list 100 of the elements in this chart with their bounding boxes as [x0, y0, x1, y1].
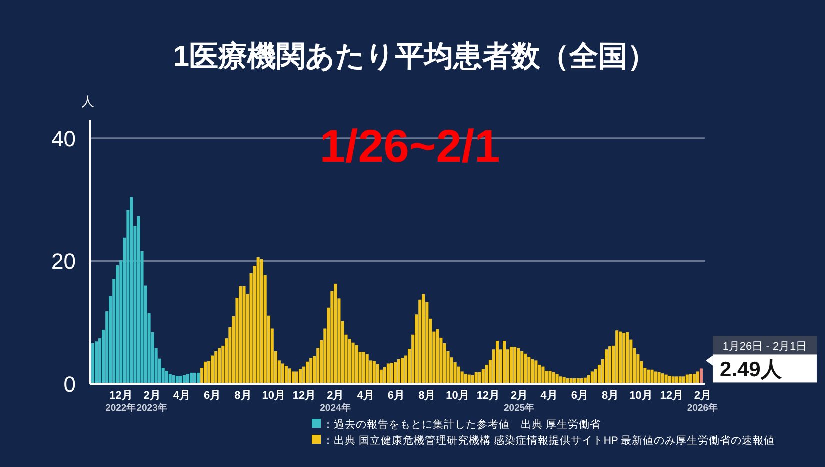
bar [168, 374, 172, 384]
x-tick-label: 10月 [630, 390, 653, 402]
bar [310, 358, 313, 384]
x-tick-label: 4月 [357, 390, 374, 402]
bar [288, 368, 292, 384]
bar [186, 374, 190, 384]
x-tick-label: 10月 [446, 390, 470, 402]
bar [194, 372, 197, 384]
bar [594, 369, 598, 384]
x-tick-label: 8月 [234, 390, 252, 402]
bar [137, 216, 140, 384]
bar [482, 369, 485, 384]
bar [372, 361, 376, 384]
legend-label: ：過去の報告をもとに集計した参考値 出典 厚生労働省 [323, 418, 601, 431]
bar [306, 362, 310, 384]
bar [214, 351, 218, 384]
x-tick-label: 12月 [660, 390, 684, 402]
bar [394, 362, 397, 384]
bar [334, 284, 338, 384]
annotation: 2.49人 [720, 358, 783, 382]
bar [650, 370, 654, 384]
bar [661, 374, 664, 384]
bar [383, 367, 386, 384]
legend-label: ：出典 国立健康危機管理研究機構 感染症情報提供サイトHP 最新値のみ厚生労働省の速報値 [323, 434, 776, 447]
bar [616, 330, 619, 384]
y-axis-title: 人 [82, 94, 94, 109]
bar [647, 370, 650, 384]
x-tick-label: 10月 [262, 390, 286, 402]
bar [218, 348, 222, 384]
bar [190, 372, 194, 384]
bar [436, 329, 440, 384]
bar [528, 356, 531, 384]
bar [520, 351, 524, 384]
bar [355, 345, 358, 384]
bar [92, 343, 95, 384]
x-tick-label: 8月 [602, 390, 620, 402]
bar [260, 259, 264, 384]
bar [503, 341, 506, 384]
x-tick-label: 2月 2023年 [136, 390, 168, 414]
bar [534, 360, 538, 384]
bar [352, 342, 355, 384]
bar [700, 368, 703, 384]
bar [95, 342, 98, 384]
chart-title: 1医療機関あたり平均患者数（全国） [173, 40, 657, 73]
bar [556, 374, 559, 384]
bar [605, 350, 608, 384]
bar [204, 362, 208, 384]
bar [514, 347, 517, 384]
bar [376, 364, 380, 384]
bar [531, 359, 534, 384]
annotation: 1/26~2/1 [320, 120, 500, 172]
bar [284, 366, 288, 384]
bar [524, 354, 528, 384]
bar [622, 333, 626, 384]
x-tick-label: 12月 [476, 390, 500, 402]
bar [689, 374, 692, 384]
x-tick-label: 4月 [173, 390, 191, 402]
bar [422, 294, 426, 384]
bar [608, 346, 612, 384]
x-tick-label: 4月 [540, 390, 558, 402]
bar [548, 371, 552, 384]
bar [590, 372, 594, 384]
bar [296, 372, 299, 384]
bar [390, 363, 394, 384]
bar [242, 286, 246, 384]
bar [654, 372, 658, 384]
x-tick-label: 6月 [388, 390, 406, 402]
bar [348, 339, 352, 384]
x-tick-label: 2月 2025年 [504, 390, 536, 414]
bar [545, 371, 548, 384]
x-tick-label: 2月 2024年 [320, 390, 352, 414]
bar [197, 372, 200, 384]
text: 1月26日 - 2月1日 [722, 341, 808, 353]
x-tick-label: 12月 [292, 390, 316, 402]
bar [401, 358, 404, 384]
x-tick-label: 6月 [571, 390, 588, 402]
bar [510, 347, 514, 384]
x-tick-label: 12月 2022年 [106, 390, 137, 414]
x-tick-label: 8月 [418, 390, 436, 402]
y-tick-label: 0 [64, 372, 76, 397]
y-tick-label: 40 [52, 126, 76, 152]
bar [626, 332, 630, 384]
bar [398, 359, 401, 384]
bar [366, 354, 369, 384]
bar [464, 374, 468, 384]
y-tick-label: 20 [52, 249, 76, 274]
bar [362, 352, 366, 384]
bar [165, 371, 168, 384]
bar [211, 356, 214, 384]
bar [542, 366, 545, 384]
bar [292, 372, 295, 384]
x-tick-label: 2月 2026年 [687, 390, 719, 414]
bar [239, 286, 242, 384]
bar [619, 332, 622, 384]
bar [692, 374, 696, 384]
bar [496, 341, 499, 384]
bar [130, 197, 134, 384]
bar [696, 372, 700, 384]
bar [517, 348, 520, 384]
bar [281, 364, 284, 384]
